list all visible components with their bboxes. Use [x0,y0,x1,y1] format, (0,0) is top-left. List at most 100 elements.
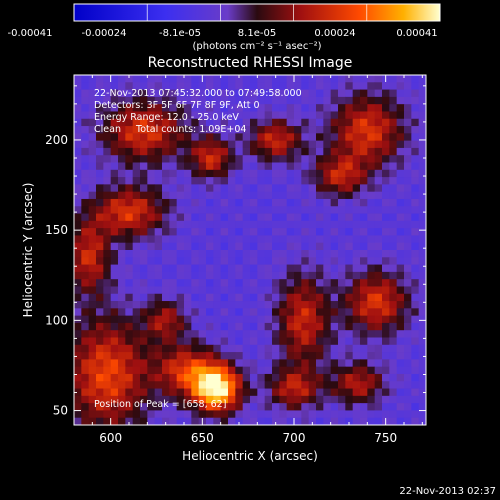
heatmap-cell [242,220,251,229]
heatmap-cell [257,220,266,229]
heatmap-cell [103,169,112,178]
heatmap-cell [338,162,346,171]
heatmap-cell [132,264,141,273]
heatmap-cell [264,344,273,353]
heatmap-cell [308,301,317,309]
heatmap-cell [213,373,222,382]
heatmap-cell [228,322,236,331]
heatmap-cell [228,220,236,229]
heatmap-cell [389,155,398,163]
heatmap-cell [220,352,229,360]
heatmap-cell [154,366,163,375]
heatmap-cell [279,381,288,389]
heatmap-cell [272,250,280,258]
heatmap-cell [345,257,354,265]
heatmap-cell [228,75,236,83]
heatmap-cell [272,410,280,419]
heatmap-cell [213,220,222,229]
heatmap-cell [242,133,251,142]
heatmap-cell [206,96,214,105]
heatmap-cell [140,96,148,105]
heatmap-cell [96,301,104,309]
heatmap-cell [257,75,266,83]
heatmap-cell [81,169,90,178]
heatmap-cell [162,257,170,265]
heatmap-cell [184,242,192,251]
heatmap-cell [250,235,258,244]
heatmap-cell [169,373,178,382]
heatmap-cell [308,242,317,251]
heatmap-cell [330,271,339,280]
heatmap-cell [338,220,346,229]
heatmap-cell [118,257,126,265]
heatmap-cell [154,264,163,273]
heatmap-cell [352,293,361,302]
heatmap-cell [125,82,134,90]
heatmap-cell [286,308,295,317]
heatmap-cell [286,417,295,426]
heatmap-cell [308,191,317,200]
heatmap-cell [323,242,332,251]
heatmap-cell [154,155,163,163]
heatmap-cell [140,169,148,178]
heatmap-cell [250,177,258,185]
heatmap-cell [411,82,420,90]
heatmap-cell [81,213,90,222]
heatmap-cell [96,359,104,368]
heatmap-cell [301,359,310,368]
heatmap-cell [132,111,141,120]
heatmap-cell [360,366,368,375]
heatmap-cell [235,96,244,105]
heatmap-cell [103,373,112,382]
heatmap-cell [184,177,192,185]
heatmap-cell [162,315,170,324]
heatmap-cell [184,395,192,404]
heatmap-cell [235,301,244,309]
heatmap-cell [382,126,390,134]
heatmap-cell [154,177,163,185]
heatmap-cell [198,388,207,397]
heatmap-cell [147,96,156,105]
heatmap-cell [345,286,354,295]
heatmap-cell [286,191,295,200]
heatmap-cell [250,184,258,193]
heatmap-cell [301,220,310,229]
heatmap-cell [88,118,97,127]
heatmap-cell [367,366,376,375]
heatmap-cell [345,235,354,244]
heatmap-cell [279,395,288,404]
heatmap-cell [191,257,200,265]
heatmap-cell [279,118,288,127]
heatmap-cell [184,155,192,163]
heatmap-cell [279,191,288,200]
heatmap-cell [103,257,112,265]
heatmap-cell [242,184,251,193]
heatmap-cell [257,359,266,368]
heatmap-cell [125,191,134,200]
heatmap-cell [360,330,368,338]
heatmap-cell [418,228,427,236]
heatmap-cell [103,206,112,214]
heatmap-cell [154,330,163,338]
heatmap-cell [389,104,398,112]
heatmap-cell [367,242,376,251]
heatmap-cell [286,410,295,419]
heatmap-cell [220,264,229,273]
heatmap-cell [206,133,214,142]
heatmap-cell [213,206,222,214]
heatmap-cell [250,191,258,200]
heatmap-cell [213,330,222,338]
heatmap-cell [103,366,112,375]
heatmap-cell [74,75,82,83]
heatmap-cell [404,315,412,324]
heatmap-cell [323,184,332,193]
heatmap-cell [96,111,104,120]
heatmap-cell [81,381,90,389]
heatmap-cell [220,403,229,411]
heatmap-cell [220,293,229,302]
heatmap-cell [352,352,361,360]
heatmap-cell [110,403,119,411]
heatmap-cell [301,96,310,105]
heatmap-cell [286,344,295,353]
heatmap-cell [279,140,288,149]
